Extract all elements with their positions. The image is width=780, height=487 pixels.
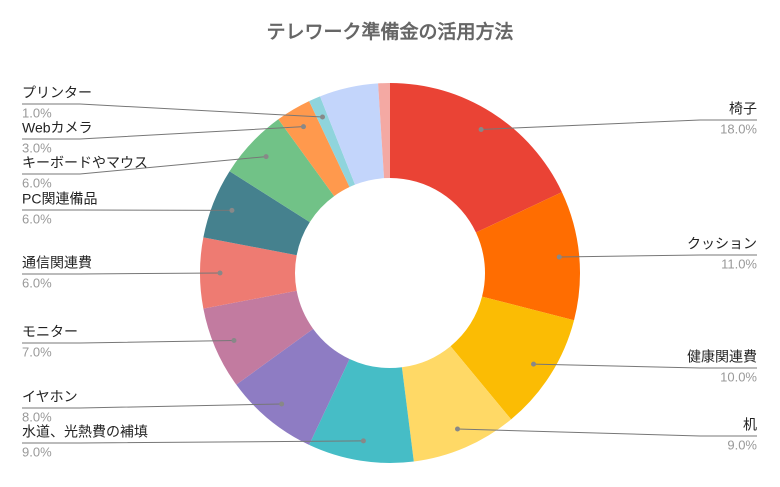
value-label: 1.0% (22, 105, 52, 120)
leader-dot (360, 438, 366, 444)
slice-label: 通信関連費 (22, 255, 92, 271)
leader-dot (556, 254, 562, 260)
value-label: 11.0% (721, 256, 757, 271)
value-label: 9.0% (727, 437, 757, 452)
slice-label: PC関連備品 (22, 191, 97, 207)
value-label: 6.0% (22, 175, 52, 190)
leader-dot (478, 126, 484, 132)
value-label: 6.0% (22, 275, 52, 290)
leader-dot (231, 338, 237, 344)
slice-label: Webカメラ (22, 120, 93, 136)
slice-label: クッション (687, 236, 757, 252)
slice (278, 101, 350, 197)
slice (309, 96, 356, 188)
leader-dot (279, 401, 285, 407)
slice (475, 192, 580, 321)
leader-line (559, 254, 757, 258)
slice (203, 171, 310, 256)
leader-line (22, 156, 267, 175)
value-label: 6.0% (22, 211, 52, 226)
leader-line (533, 363, 757, 369)
value-label: 18.0% (720, 121, 757, 136)
value-label: 10.0% (720, 369, 757, 384)
leader-line (22, 403, 282, 409)
slice (236, 328, 350, 445)
slice-label: イヤホン (22, 389, 78, 405)
slice (203, 290, 314, 385)
leader-dot (455, 426, 461, 432)
value-label: 8.0% (22, 409, 52, 424)
value-label: 9.0% (22, 444, 52, 459)
slice-label: 水道、光熱費の補填 (22, 424, 148, 440)
slice (378, 83, 390, 179)
slice (229, 119, 335, 223)
leader-line (22, 272, 221, 275)
slice-label: 健康関連費 (687, 349, 757, 365)
leader-dot (531, 361, 537, 367)
leader-line (22, 340, 234, 344)
leader-dot (229, 207, 235, 213)
leader-line (481, 119, 757, 130)
leader-line (22, 440, 364, 444)
slice-label: モニター (22, 324, 78, 340)
slice (450, 296, 575, 420)
slice-label: プリンター (22, 85, 92, 101)
leader-line (22, 103, 323, 118)
slice (320, 83, 385, 185)
leader-dot (319, 114, 325, 120)
value-label: 7.0% (22, 344, 52, 359)
chart-title: テレワーク準備金の活用方法 (266, 20, 513, 43)
value-label: 3.0% (22, 140, 52, 155)
leader-dot (263, 154, 269, 160)
slice-label: キーボードやマウス (22, 155, 148, 171)
slice-label: 机 (743, 417, 757, 433)
slice-label: 椅子 (729, 101, 757, 117)
leader-line (22, 126, 304, 140)
slice (200, 237, 297, 309)
slice (309, 358, 414, 463)
slice (390, 83, 562, 233)
leader-dot (300, 124, 306, 130)
leader-dot (217, 270, 223, 276)
slice (401, 346, 512, 462)
leader-line (457, 428, 757, 437)
